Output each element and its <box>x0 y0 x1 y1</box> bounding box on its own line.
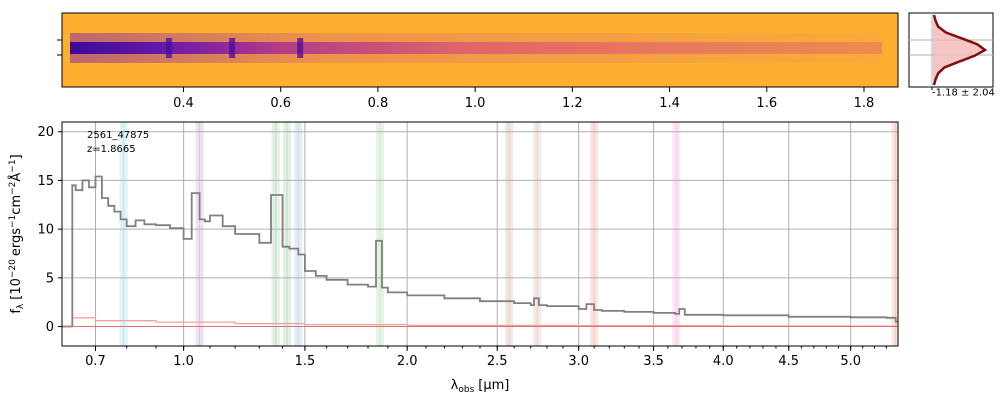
y-tick-label: 0 <box>46 320 54 335</box>
spectrum-2d-xtick-label: 1.8 <box>854 96 875 111</box>
redshift-label: z=1.8665 <box>87 144 136 155</box>
spectrum-2d-frame <box>61 12 899 88</box>
trace-feature <box>229 38 236 58</box>
spectrum-2d-xtick-label: 0.6 <box>270 96 291 111</box>
spectrum-line <box>62 175 898 328</box>
spectrum-2d-xtick-label: 0.4 <box>173 96 194 111</box>
y-tick-label: 15 <box>37 174 54 189</box>
x-tick-label: 2.5 <box>487 354 508 369</box>
spectrum-2d-trace <box>70 42 882 54</box>
trace-feature <box>165 38 172 58</box>
y-axis: 0 5 10 15 20 <box>37 125 62 335</box>
x-tick-label: 4.5 <box>778 354 799 369</box>
x-tick-label: 3.0 <box>568 354 589 369</box>
x-axis: 0.7 1.0 1.5 2.0 2.5 3.0 3.5 4.0 4.5 5.0 <box>85 346 887 369</box>
spectrum-2d-xtick-label: 0.8 <box>368 96 389 111</box>
y-axis-label: fλ[10−20ergs−1cm−2Å−1] <box>8 154 26 313</box>
y-tick-label: 20 <box>37 125 54 140</box>
x-tick-label: 5.0 <box>840 354 861 369</box>
x-tick-label: 1.0 <box>173 354 194 369</box>
spectrum-2d-xtick-label: 1.2 <box>562 96 583 111</box>
trace-feature <box>297 38 304 58</box>
x-axis-label: λobs [μm] <box>451 378 510 395</box>
spectrum-2d-xtick-label: 1.0 <box>465 96 486 111</box>
profile-annotation: -1.18 ± 2.04 <box>932 87 995 98</box>
profile-panel: -1.18 ± 2.04 <box>908 12 995 98</box>
spectrum-2d-xtick-label: 1.6 <box>756 96 777 111</box>
x-tick-label: 2.0 <box>397 354 418 369</box>
x-tick-label: 4.0 <box>713 354 734 369</box>
object-label: 2561_47875 <box>87 130 149 141</box>
grid <box>62 122 898 346</box>
spectrum-2d-panel: 0.4 0.6 0.8 1.0 1.2 1.4 1.6 1.8 <box>57 12 899 111</box>
y-tick-label: 5 <box>46 271 54 286</box>
error-line <box>68 317 898 328</box>
trace-features <box>165 38 304 58</box>
plot-area <box>62 122 898 346</box>
spectrum-2d-xticks: 0.4 0.6 0.8 1.0 1.2 1.4 1.6 1.8 <box>173 87 874 111</box>
line-band <box>891 122 898 346</box>
x-tick-label: 3.5 <box>643 354 664 369</box>
emission-line-bands <box>119 122 898 346</box>
profile-line <box>932 14 988 86</box>
x-tick-label: 0.7 <box>85 354 106 369</box>
spectrum-2d-xtick-label: 1.4 <box>659 96 680 111</box>
y-tick-label: 10 <box>37 223 54 238</box>
x-tick-label: 1.5 <box>295 354 316 369</box>
